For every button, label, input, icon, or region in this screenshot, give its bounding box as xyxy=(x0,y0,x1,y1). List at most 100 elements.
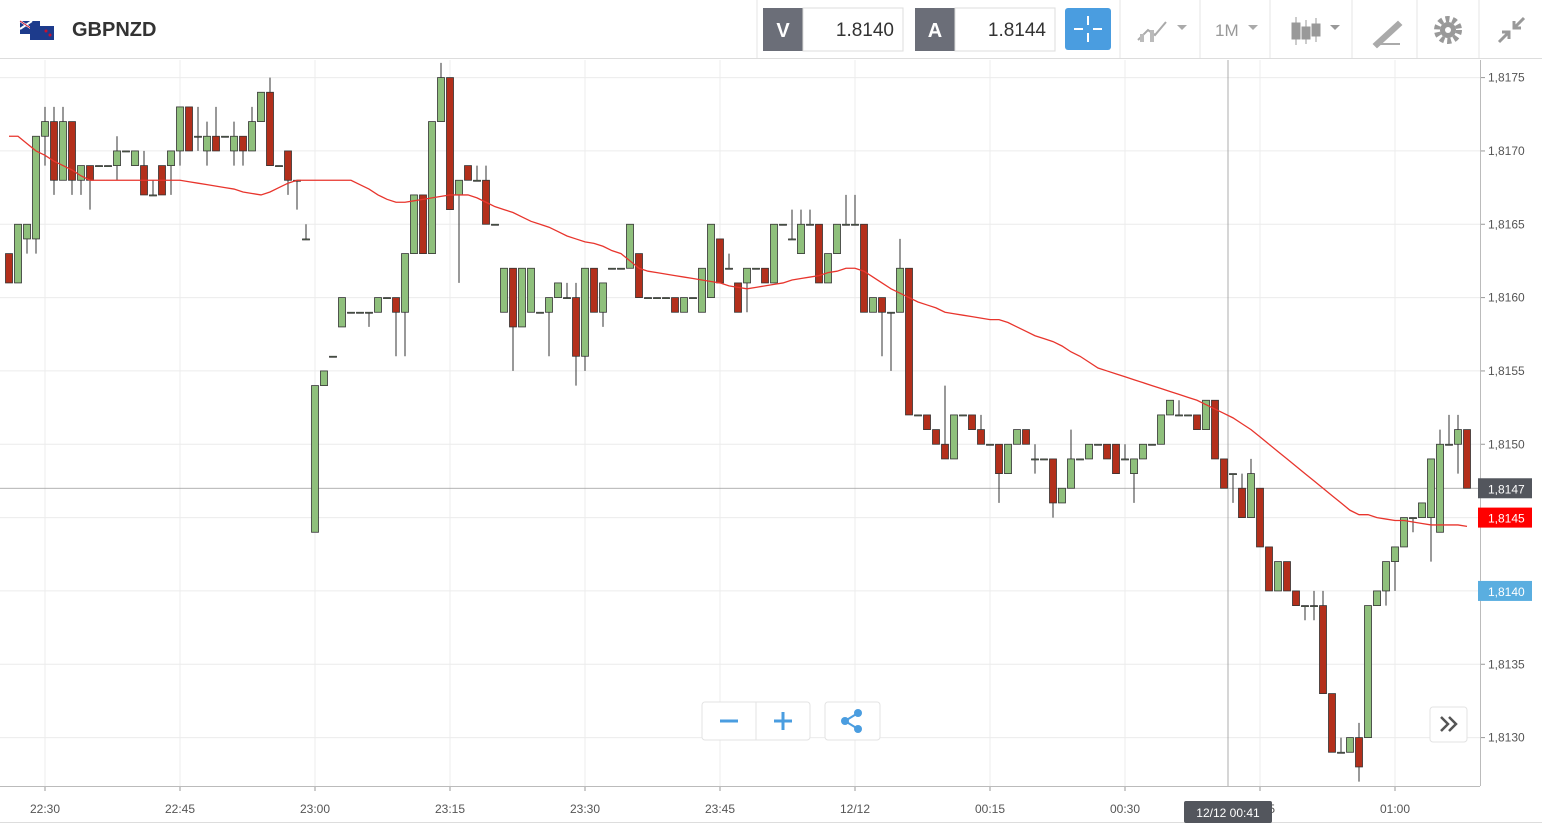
candle-body xyxy=(581,267,589,357)
candle-body xyxy=(950,414,958,460)
candle-body xyxy=(32,135,40,240)
x-tick-label: 22:30 xyxy=(30,802,60,816)
candle-body xyxy=(1031,458,1039,461)
candle-body xyxy=(1094,443,1102,446)
candle-body xyxy=(1418,502,1426,518)
candle-body xyxy=(1463,429,1471,489)
candle-body xyxy=(887,311,895,314)
x-tick-label: 00:30 xyxy=(1110,802,1140,816)
candle-body xyxy=(446,77,454,210)
buy-label: A xyxy=(928,20,942,42)
candle-body xyxy=(932,429,940,445)
candle-body xyxy=(797,223,805,254)
candle-body xyxy=(824,253,832,284)
y-tick-label: 1,8165 xyxy=(1488,217,1525,231)
chart: 1,8130 1,8135 1,8140 1,8145 1,8150 1,8155 1,81… xyxy=(0,60,1542,823)
candle-body xyxy=(1148,443,1156,446)
candle-body xyxy=(230,135,238,152)
x-tick-label: 23:15 xyxy=(435,802,465,816)
price-marker-label: 1,8140 xyxy=(1488,585,1525,599)
candle-body xyxy=(1103,443,1111,460)
crosshair-time-label: 12/12 00:41 xyxy=(1196,806,1260,820)
candle-body xyxy=(365,311,373,314)
candle-body xyxy=(806,223,814,226)
timeframe-caret xyxy=(1248,25,1258,30)
candle-body xyxy=(1076,458,1084,461)
candle-body xyxy=(212,135,220,152)
x-tick-label: 22:45 xyxy=(165,802,195,816)
candle-body xyxy=(959,414,967,417)
draw-button[interactable] xyxy=(1372,20,1403,49)
candle-body xyxy=(1193,414,1201,430)
candle-body xyxy=(1346,737,1354,753)
price-marker xyxy=(1478,580,1532,601)
candle-body xyxy=(77,165,85,181)
candle-body xyxy=(473,179,481,182)
candle-body xyxy=(329,355,337,358)
candle-body xyxy=(1004,443,1012,474)
settings-button[interactable] xyxy=(1434,16,1462,44)
candle-body xyxy=(527,267,535,313)
x-tick-label: 01:00 xyxy=(1380,802,1410,816)
candle-style-button[interactable] xyxy=(1291,17,1340,45)
candle-body xyxy=(536,311,544,314)
candle-body xyxy=(50,121,58,181)
sell-box[interactable] xyxy=(802,7,904,52)
candle-body xyxy=(1337,751,1345,754)
candle-body xyxy=(1040,458,1048,461)
candle-body xyxy=(734,282,742,313)
candle-body xyxy=(5,253,13,284)
buy-price: 1.8144 xyxy=(988,20,1047,41)
candle-body xyxy=(500,267,508,313)
y-tick-label: 1,8170 xyxy=(1488,144,1525,158)
candle-body xyxy=(1121,458,1129,461)
header-separators xyxy=(756,0,1480,58)
candle-body xyxy=(1058,487,1066,504)
candle-body xyxy=(905,267,913,416)
candle-body xyxy=(1184,414,1192,417)
collapse-button[interactable] xyxy=(1497,16,1526,44)
candle-body xyxy=(1112,443,1120,474)
candle-body xyxy=(86,165,94,181)
buy-box[interactable] xyxy=(954,7,1056,52)
candle-body xyxy=(113,150,121,167)
candle-body xyxy=(275,165,283,168)
candle-body xyxy=(968,414,976,430)
candle-body xyxy=(167,150,175,167)
moving-average-line xyxy=(9,135,1468,528)
crosshair-button[interactable] xyxy=(1065,8,1111,50)
buy-badge[interactable] xyxy=(915,8,955,51)
candle-body xyxy=(311,385,319,533)
sell-label: V xyxy=(776,20,790,42)
candle-body xyxy=(725,267,733,270)
candle-body xyxy=(752,267,760,270)
candle-body xyxy=(1355,737,1363,768)
candle-body xyxy=(707,223,715,298)
candle-body xyxy=(896,267,904,313)
candle-body xyxy=(374,297,382,313)
candle-body xyxy=(680,297,688,313)
candle-body xyxy=(1427,458,1435,518)
candle-body xyxy=(653,297,661,300)
sell-badge[interactable] xyxy=(763,8,803,51)
candle-body xyxy=(455,179,463,196)
candle-body xyxy=(248,121,256,152)
chart-type-button[interactable] xyxy=(1137,21,1187,42)
candle-body xyxy=(590,267,598,313)
plot-bg xyxy=(0,60,1480,786)
candle-body xyxy=(1202,399,1210,430)
candle-body xyxy=(1400,517,1408,548)
candle-body xyxy=(1274,561,1282,592)
timeframe[interactable]: 1M xyxy=(1215,21,1239,40)
candle-body xyxy=(266,91,274,167)
candle-body xyxy=(1328,693,1336,753)
candle-body xyxy=(644,297,652,300)
candle-body xyxy=(635,253,643,299)
candle-body xyxy=(995,443,1003,474)
candle-body xyxy=(464,165,472,181)
candle-body xyxy=(1310,605,1318,607)
candle-body xyxy=(572,297,580,357)
x-tick-label: 00:15 xyxy=(975,802,1005,816)
candle-body xyxy=(302,238,310,241)
